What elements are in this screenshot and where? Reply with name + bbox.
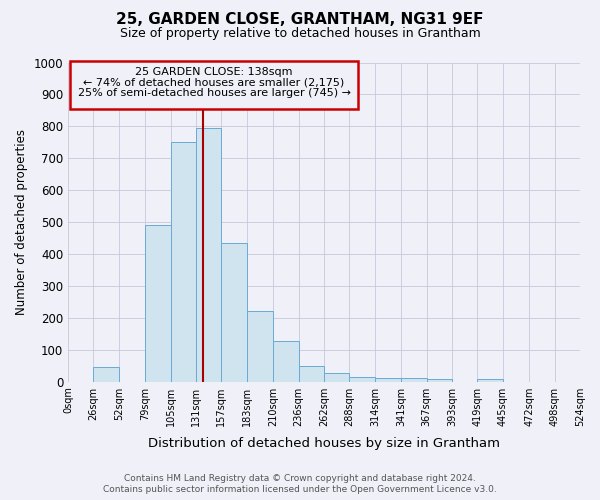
Text: ← 74% of detached houses are smaller (2,175): ← 74% of detached houses are smaller (2,…: [83, 78, 345, 88]
Bar: [375, 378, 401, 382]
Text: 25% of semi-detached houses are larger (745) →: 25% of semi-detached houses are larger (…: [77, 88, 350, 98]
Bar: [349, 377, 375, 382]
FancyBboxPatch shape: [70, 61, 358, 109]
Bar: [324, 372, 349, 382]
Text: Size of property relative to detached houses in Grantham: Size of property relative to detached ho…: [119, 28, 481, 40]
Bar: [299, 366, 324, 382]
Bar: [401, 378, 427, 382]
Text: 25 GARDEN CLOSE: 138sqm: 25 GARDEN CLOSE: 138sqm: [136, 68, 293, 78]
Bar: [247, 312, 273, 382]
Bar: [427, 379, 452, 382]
Bar: [170, 142, 196, 382]
Y-axis label: Number of detached properties: Number of detached properties: [15, 129, 28, 315]
Bar: [478, 379, 503, 382]
Text: Contains HM Land Registry data © Crown copyright and database right 2024.
Contai: Contains HM Land Registry data © Crown c…: [103, 474, 497, 494]
Bar: [196, 128, 221, 382]
Bar: [221, 243, 247, 382]
Text: 25, GARDEN CLOSE, GRANTHAM, NG31 9EF: 25, GARDEN CLOSE, GRANTHAM, NG31 9EF: [116, 12, 484, 28]
Bar: [94, 368, 119, 382]
Bar: [273, 341, 299, 382]
X-axis label: Distribution of detached houses by size in Grantham: Distribution of detached houses by size …: [148, 437, 500, 450]
Bar: [145, 226, 170, 382]
